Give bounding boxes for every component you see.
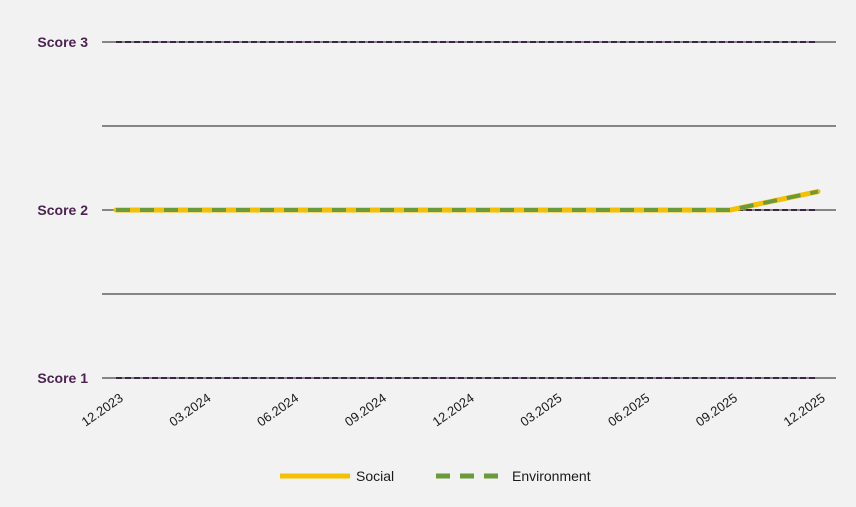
x-tick-label: 06.2025: [605, 390, 652, 429]
x-tick-label: 09.2025: [693, 390, 740, 429]
legend-label-social: Social: [356, 468, 394, 484]
legend-label-environment: Environment: [512, 468, 591, 484]
x-tick-label: 09.2024: [342, 390, 389, 429]
y-tick-label: Score 1: [37, 370, 88, 386]
x-tick-label: 12.2023: [79, 390, 126, 429]
x-tick-label: 06.2024: [254, 390, 301, 429]
y-tick-label: Score 2: [37, 202, 88, 218]
y-tick-label: Score 3: [37, 34, 88, 50]
series-line-environment: [116, 189, 819, 212]
x-tick-label: 03.2025: [517, 390, 564, 429]
x-tick-label: 12.2025: [781, 390, 828, 429]
series-line-social: [113, 189, 821, 213]
x-tick-label: 12.2024: [430, 390, 477, 429]
x-tick-label: 03.2024: [166, 390, 213, 429]
